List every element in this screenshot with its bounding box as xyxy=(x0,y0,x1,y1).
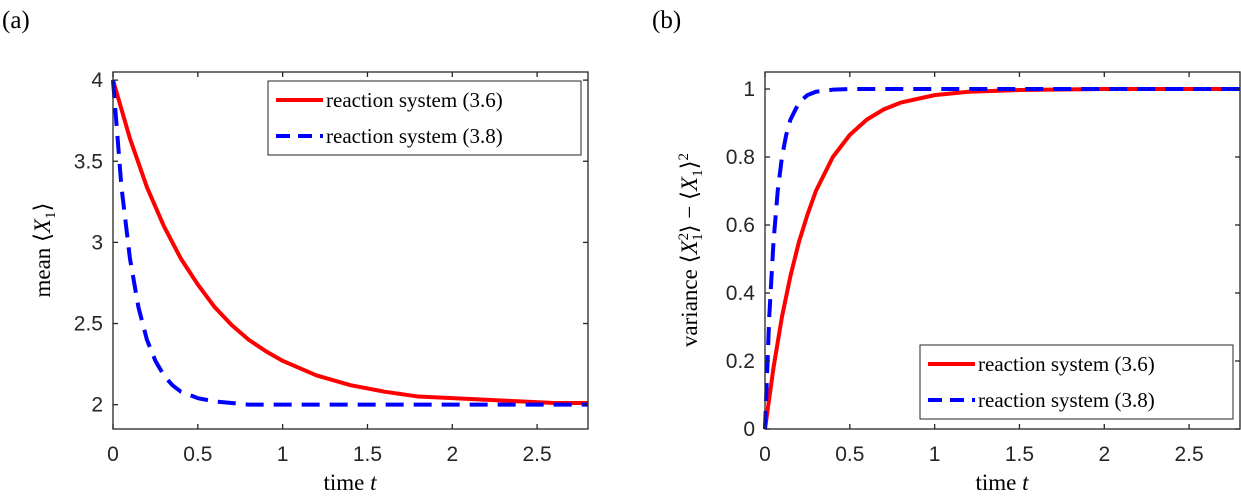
x-tick-label-a-5: 2.5 xyxy=(523,443,552,466)
legend-b: reaction system (3.6) reaction system (3.… xyxy=(919,344,1234,420)
ticks-a: 0 0.5 1 1.5 2 2.5 2 2.5 3 3.5 4 xyxy=(74,69,588,466)
x-tick-label-b-4: 2 xyxy=(1098,443,1110,466)
y-tick-label-b-4: 0.8 xyxy=(726,146,755,169)
x-tick-label-b-0: 0 xyxy=(759,443,771,466)
x-axis-label-a: time t xyxy=(323,470,377,495)
y-tick-label-a-2: 3 xyxy=(91,231,103,254)
x-tick-label-a-3: 1.5 xyxy=(353,443,382,466)
y-tick-label-a-1: 2.5 xyxy=(74,313,103,336)
x-tick-label-b-3: 1.5 xyxy=(1005,443,1034,466)
x-tick-label-a-2: 1 xyxy=(277,443,289,466)
plot-lines-a xyxy=(111,79,588,407)
axes-box-a xyxy=(112,71,589,430)
series-line-a-0 xyxy=(111,79,588,406)
legend-box-b xyxy=(919,344,1234,420)
x-tick-label-a-4: 2 xyxy=(446,443,458,466)
x-axis-label-b: time t xyxy=(975,470,1029,495)
y-axis-label-b: variance ⟨X21⟩ − ⟨X1⟩2 xyxy=(676,153,706,347)
y-tick-label-b-5: 1 xyxy=(743,78,755,101)
axes-box-b xyxy=(764,71,1241,430)
panel-label-a: (a) xyxy=(2,7,30,34)
chart-panel-b: 0 0.5 1 1.5 2 2.5 0 0.2 0.4 0.6 0.8 1 reaction syst… xyxy=(676,71,1241,495)
legend-label-a-0: reaction system (3.6) xyxy=(326,88,503,112)
y-tick-label-b-3: 0.6 xyxy=(726,214,755,237)
legend-box-a xyxy=(267,80,582,156)
ticks-b: 0 0.5 1 1.5 2 2.5 0 0.2 0.4 0.6 0.8 1 xyxy=(726,72,1240,466)
legend-label-a-1: reaction system (3.8) xyxy=(326,124,503,148)
x-tick-label-b-5: 2.5 xyxy=(1175,443,1204,466)
chart-panel-a: 0 0.5 1 1.5 2 2.5 2 2.5 3 3.5 4 reaction system (3… xyxy=(30,69,589,495)
y-tick-label-b-2: 0.4 xyxy=(726,282,756,305)
y-tick-label-b-1: 0.2 xyxy=(726,350,755,373)
panel-label-b: (b) xyxy=(652,7,681,34)
legend-label-b-1: reaction system (3.8) xyxy=(978,388,1155,412)
y-tick-label-b-0: 0 xyxy=(743,418,755,441)
y-tick-label-a-3: 3.5 xyxy=(74,150,103,173)
y-tick-label-a-0: 2 xyxy=(91,394,103,417)
x-tick-label-b-1: 0.5 xyxy=(835,443,864,466)
legend-a: reaction system (3.6) reaction system (3.… xyxy=(267,80,582,156)
x-tick-label-a-0: 0 xyxy=(107,443,119,466)
y-tick-label-a-4: 4 xyxy=(91,69,103,92)
legend-label-b-0: reaction system (3.6) xyxy=(978,352,1155,376)
plot-lines-b xyxy=(763,87,1240,430)
y-axis-label-a: mean ⟨X1⟩ xyxy=(30,202,59,297)
x-tick-label-a-1: 0.5 xyxy=(183,443,212,466)
x-tick-label-b-2: 1 xyxy=(929,443,941,466)
series-line-b-1 xyxy=(763,87,1240,430)
